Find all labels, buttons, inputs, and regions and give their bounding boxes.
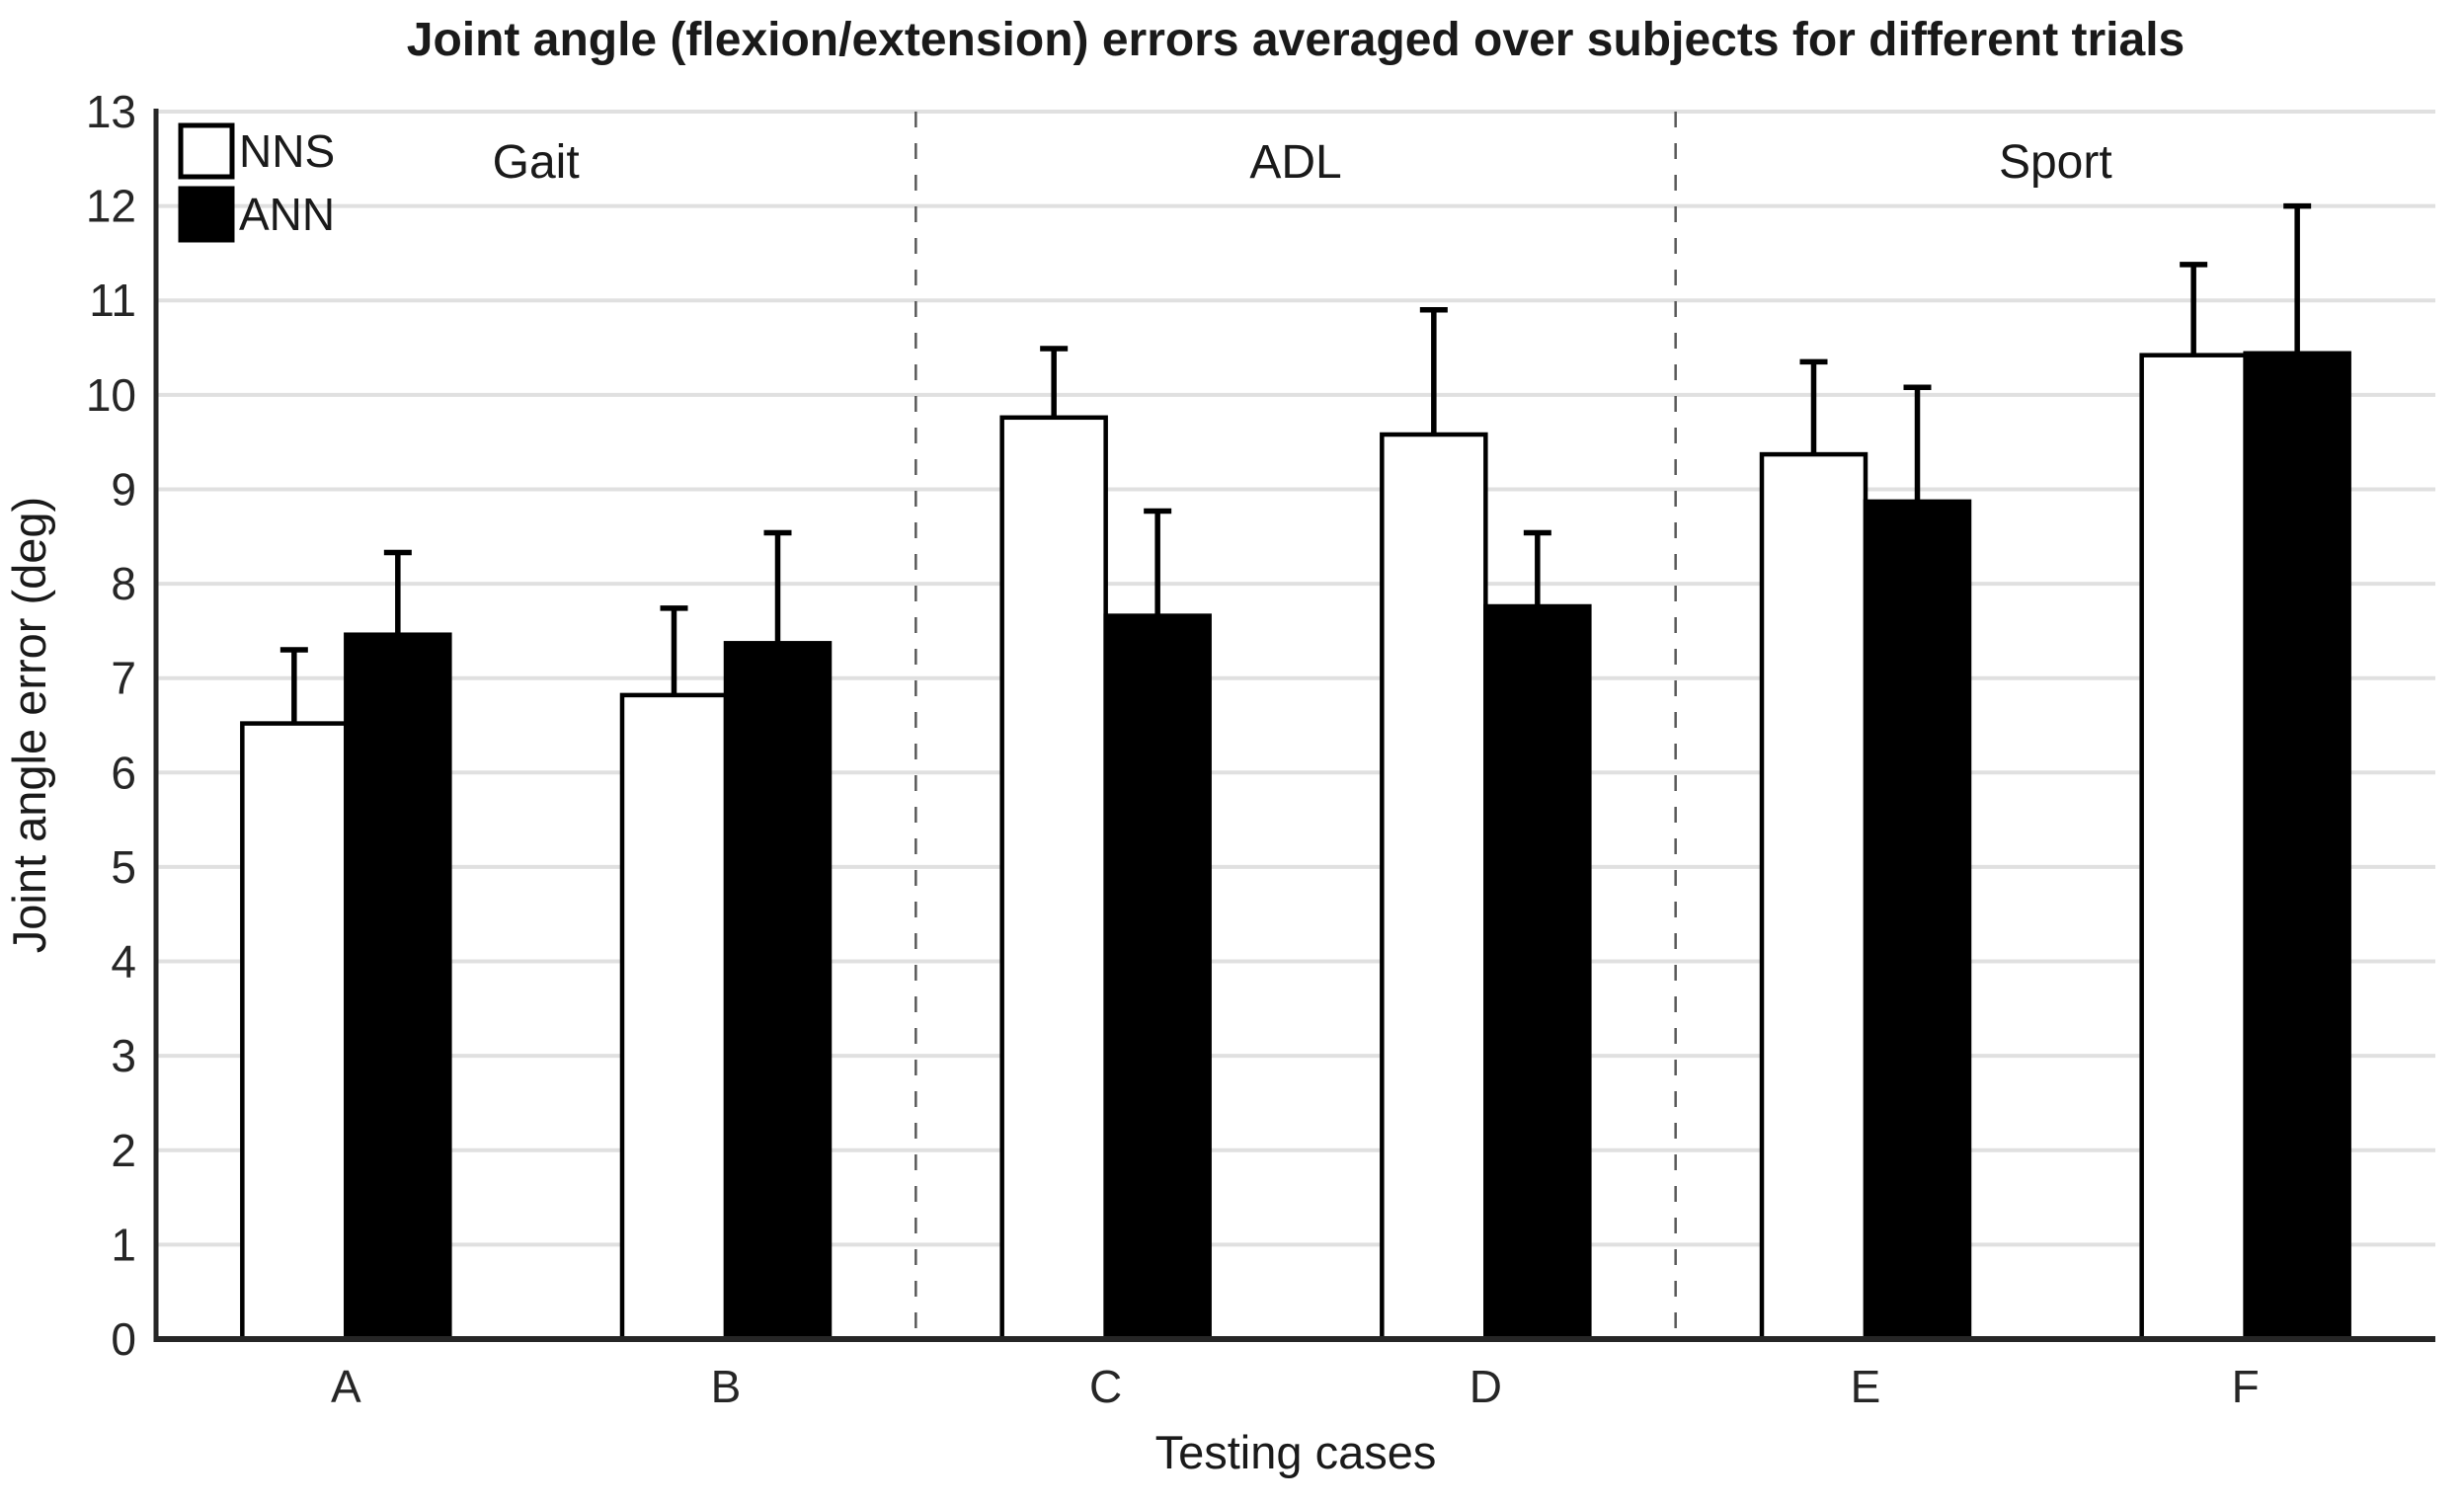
bar-nns-C: [999, 415, 1108, 1342]
bar-nns-F: [2139, 353, 2248, 1342]
x-tick-label-F: F: [2232, 1361, 2260, 1412]
y-tick-label-7: 7: [111, 653, 136, 704]
section-dividers-layer: [914, 112, 1677, 1336]
y-tick-label-11: 11: [89, 275, 136, 326]
bar-ann-F: [2243, 351, 2351, 1342]
y-tick-label-3: 3: [111, 1030, 136, 1081]
gridlines-layer: [156, 110, 2435, 1247]
x-tick-label-E: E: [1851, 1361, 1881, 1412]
bar-ann-A: [344, 632, 452, 1342]
y-tick-label-8: 8: [111, 558, 136, 609]
y-tick-label-6: 6: [111, 747, 136, 798]
bar-ann-B: [723, 641, 833, 1342]
bars-layer: [240, 351, 2351, 1342]
x-tick-label-C: C: [1089, 1361, 1122, 1412]
x-axis-label: Testing cases: [1155, 1426, 1437, 1478]
y-tick-label-9: 9: [111, 463, 136, 515]
x-tick-labels-layer: A B C D E F: [331, 1361, 2260, 1412]
y-tick-label-5: 5: [111, 841, 136, 893]
legend-label-nns: NNS: [239, 125, 335, 177]
bar-nns-E: [1759, 451, 1868, 1342]
section-labels-layer: Gait ADL Sport: [493, 136, 2112, 189]
x-tick-label-B: B: [711, 1361, 742, 1412]
bar-nns-D: [1380, 432, 1488, 1342]
error-bars-layer: [279, 202, 2312, 724]
y-tick-label-13: 13: [86, 86, 136, 137]
y-tick-label-12: 12: [86, 181, 136, 232]
section-label-gait: Gait: [493, 136, 580, 189]
legend-label-ann: ANN: [239, 189, 335, 240]
section-label-sport: Sport: [1999, 136, 2112, 189]
y-tick-label-2: 2: [111, 1125, 136, 1176]
legend-swatch-nns: [178, 122, 235, 180]
chart-title: Joint angle (flexion/extension) errors a…: [407, 14, 2186, 66]
legend: NNS ANN: [178, 122, 335, 243]
x-tick-label-A: A: [331, 1361, 361, 1412]
y-tick-label-0: 0: [111, 1313, 136, 1365]
bar-ann-D: [1483, 603, 1592, 1342]
legend-swatch-ann: [178, 186, 235, 243]
bar-nns-A: [240, 721, 349, 1342]
y-tick-label-10: 10: [86, 369, 136, 421]
section-label-adl: ADL: [1249, 136, 1341, 189]
bar-nns-B: [619, 692, 729, 1342]
x-tick-label-D: D: [1470, 1361, 1502, 1412]
bar-ann-C: [1103, 613, 1212, 1342]
y-tick-label-4: 4: [111, 936, 136, 988]
y-tick-label-1: 1: [111, 1219, 136, 1270]
bar-ann-E: [1863, 499, 1972, 1342]
y-axis-label: Joint angle error (deg): [3, 497, 55, 953]
